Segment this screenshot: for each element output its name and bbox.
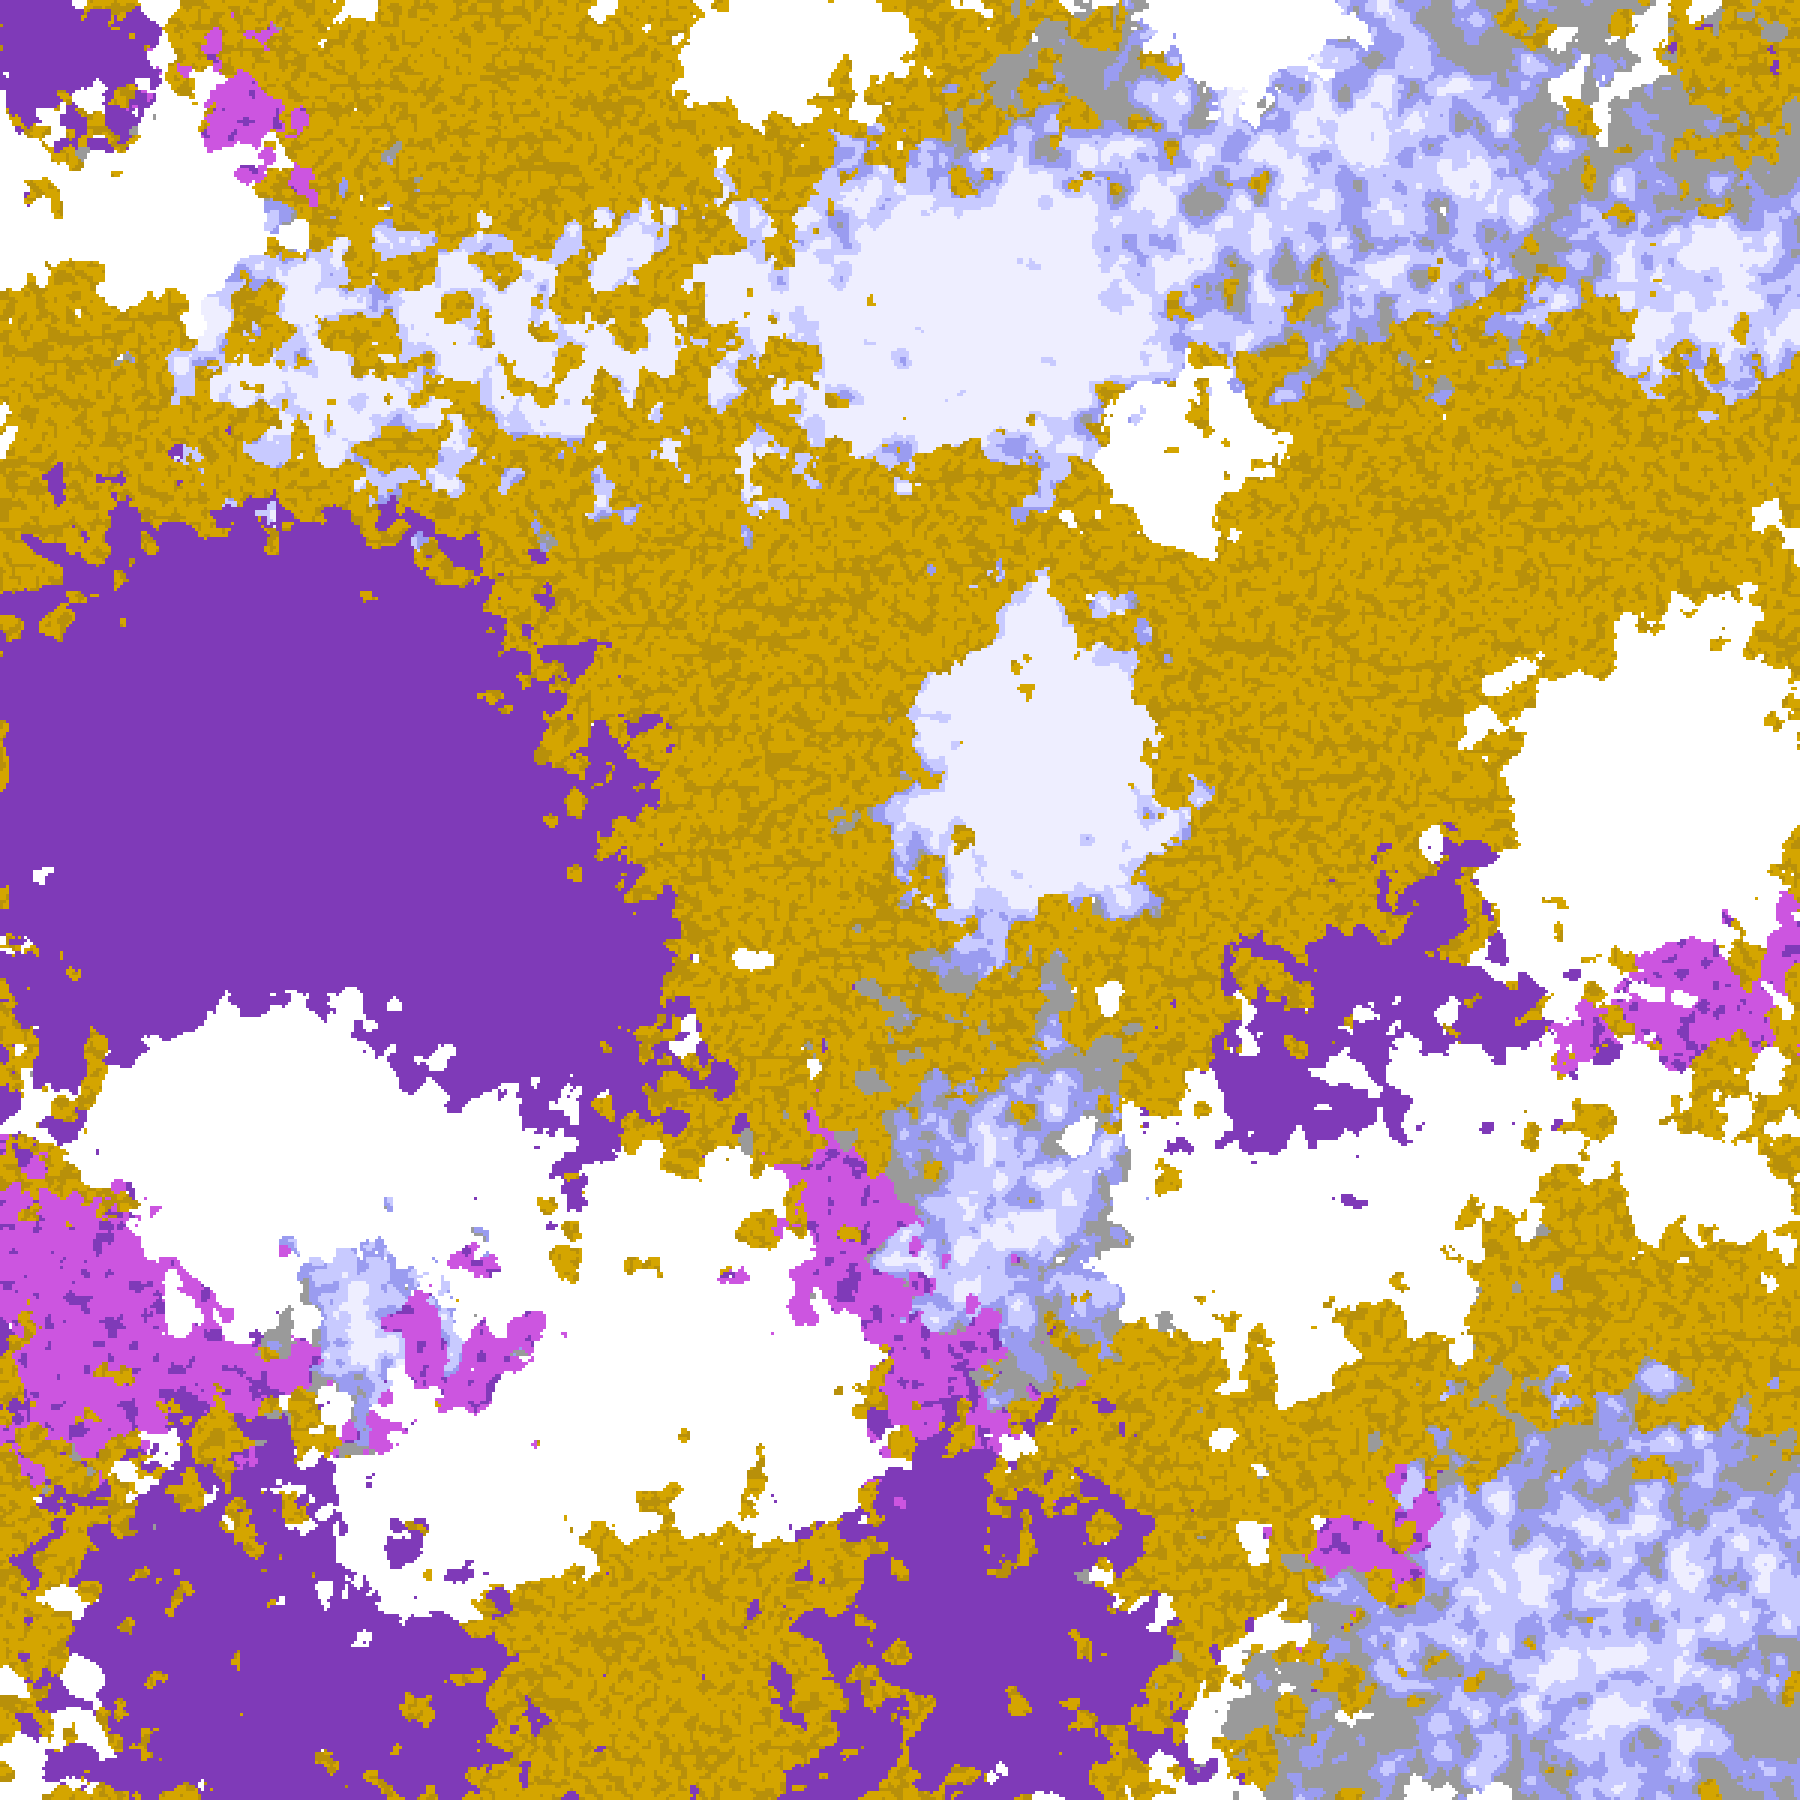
cloud-classification-image	[0, 0, 1800, 1800]
satellite-map	[0, 0, 1800, 1800]
